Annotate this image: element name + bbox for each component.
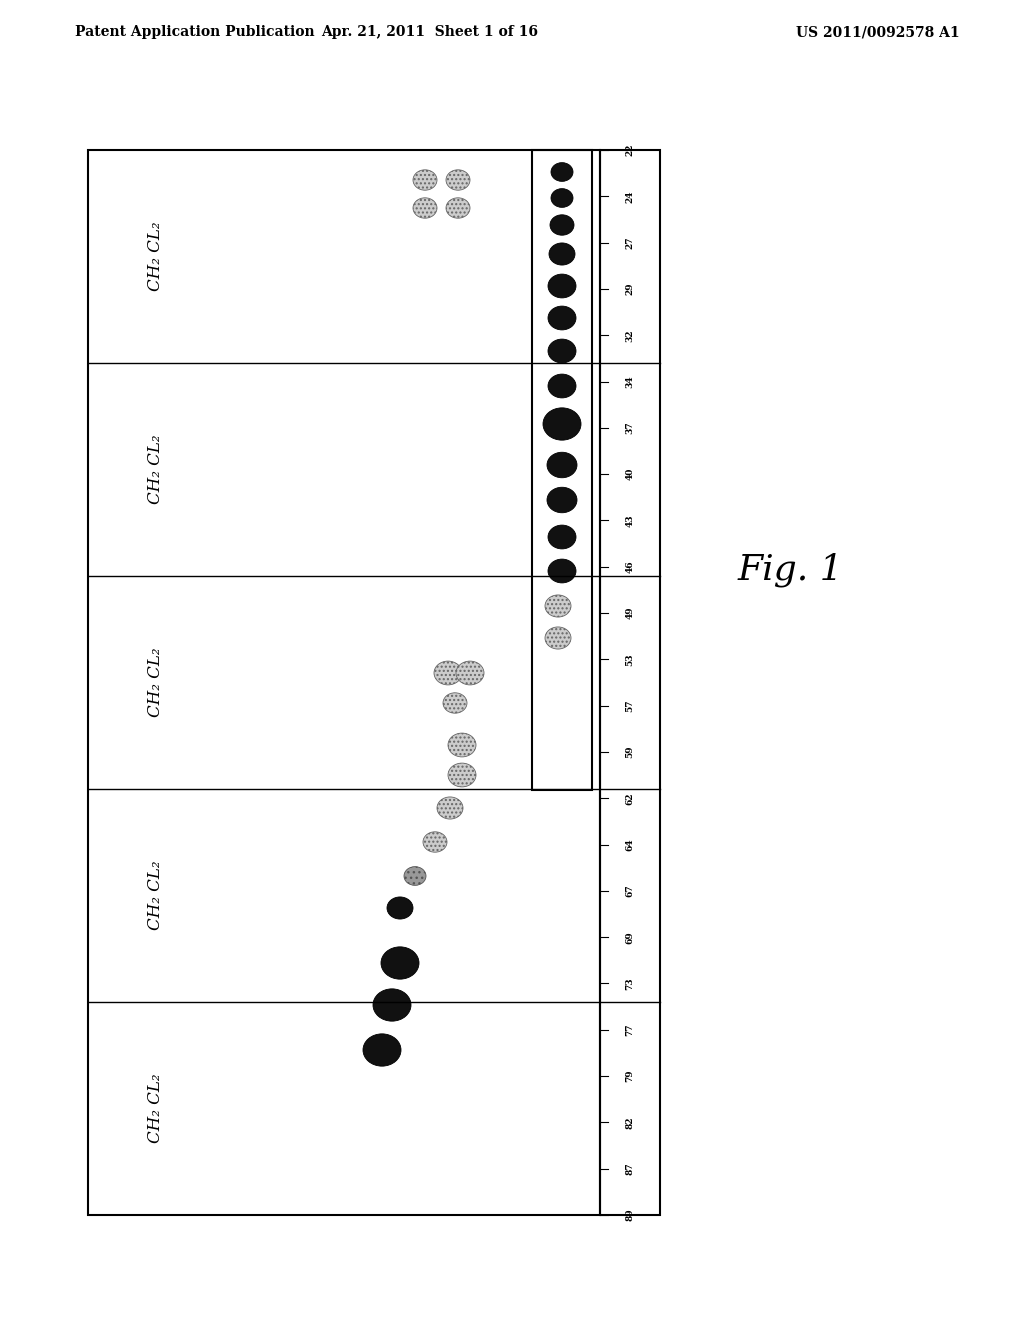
Ellipse shape <box>413 170 437 190</box>
Text: 79: 79 <box>626 1069 635 1082</box>
Text: 29: 29 <box>626 282 635 296</box>
Text: 24: 24 <box>626 190 635 202</box>
Bar <box>600 150 660 1214</box>
Text: 59: 59 <box>626 746 635 758</box>
Text: 46: 46 <box>626 561 635 573</box>
Text: 53: 53 <box>626 653 635 665</box>
Ellipse shape <box>545 627 571 649</box>
Bar <box>532 150 592 789</box>
Text: 89: 89 <box>626 1209 635 1221</box>
Text: 77: 77 <box>626 1023 635 1036</box>
Ellipse shape <box>550 215 574 235</box>
Ellipse shape <box>423 832 447 853</box>
Ellipse shape <box>434 661 462 685</box>
Ellipse shape <box>548 306 575 330</box>
Ellipse shape <box>551 189 573 207</box>
Text: 49: 49 <box>626 607 635 619</box>
Ellipse shape <box>446 198 470 218</box>
Text: 43: 43 <box>626 513 635 527</box>
Ellipse shape <box>548 525 575 549</box>
Text: 37: 37 <box>626 421 635 434</box>
Text: 69: 69 <box>626 931 635 944</box>
Ellipse shape <box>446 170 470 190</box>
Text: CH₂ CL₂: CH₂ CL₂ <box>146 434 164 504</box>
Ellipse shape <box>545 595 571 616</box>
Text: 27: 27 <box>626 236 635 249</box>
Text: Apr. 21, 2011  Sheet 1 of 16: Apr. 21, 2011 Sheet 1 of 16 <box>322 25 539 40</box>
Text: 32: 32 <box>626 329 635 342</box>
Bar <box>88 150 600 1214</box>
Text: 73: 73 <box>626 977 635 990</box>
Ellipse shape <box>548 374 575 397</box>
Text: CH₂ CL₂: CH₂ CL₂ <box>146 861 164 931</box>
Text: 67: 67 <box>626 884 635 898</box>
Ellipse shape <box>543 408 581 440</box>
Ellipse shape <box>456 661 484 685</box>
Ellipse shape <box>547 487 577 512</box>
Text: 22: 22 <box>626 144 635 156</box>
Ellipse shape <box>373 989 411 1022</box>
Ellipse shape <box>548 275 575 298</box>
Ellipse shape <box>404 867 426 886</box>
Ellipse shape <box>551 162 573 181</box>
Text: 82: 82 <box>626 1117 635 1129</box>
Text: CH₂ CL₂: CH₂ CL₂ <box>146 222 164 292</box>
Text: 57: 57 <box>626 700 635 711</box>
Text: 34: 34 <box>626 375 635 388</box>
Text: US 2011/0092578 A1: US 2011/0092578 A1 <box>797 25 961 40</box>
Ellipse shape <box>449 733 476 756</box>
Text: CH₂ CL₂: CH₂ CL₂ <box>146 1073 164 1143</box>
Text: Fig. 1: Fig. 1 <box>737 553 843 587</box>
Ellipse shape <box>387 898 413 919</box>
Text: Patent Application Publication: Patent Application Publication <box>75 25 314 40</box>
Ellipse shape <box>549 243 575 265</box>
Text: 62: 62 <box>626 792 635 805</box>
Ellipse shape <box>413 198 437 218</box>
Text: CH₂ CL₂: CH₂ CL₂ <box>146 648 164 717</box>
Ellipse shape <box>449 763 476 787</box>
Ellipse shape <box>443 693 467 713</box>
Ellipse shape <box>437 797 463 818</box>
Ellipse shape <box>381 946 419 979</box>
Text: 64: 64 <box>626 838 635 851</box>
Ellipse shape <box>548 339 575 363</box>
Text: 40: 40 <box>626 469 635 480</box>
Ellipse shape <box>547 453 577 478</box>
Ellipse shape <box>362 1034 401 1067</box>
Ellipse shape <box>548 560 575 583</box>
Text: 87: 87 <box>626 1163 635 1175</box>
